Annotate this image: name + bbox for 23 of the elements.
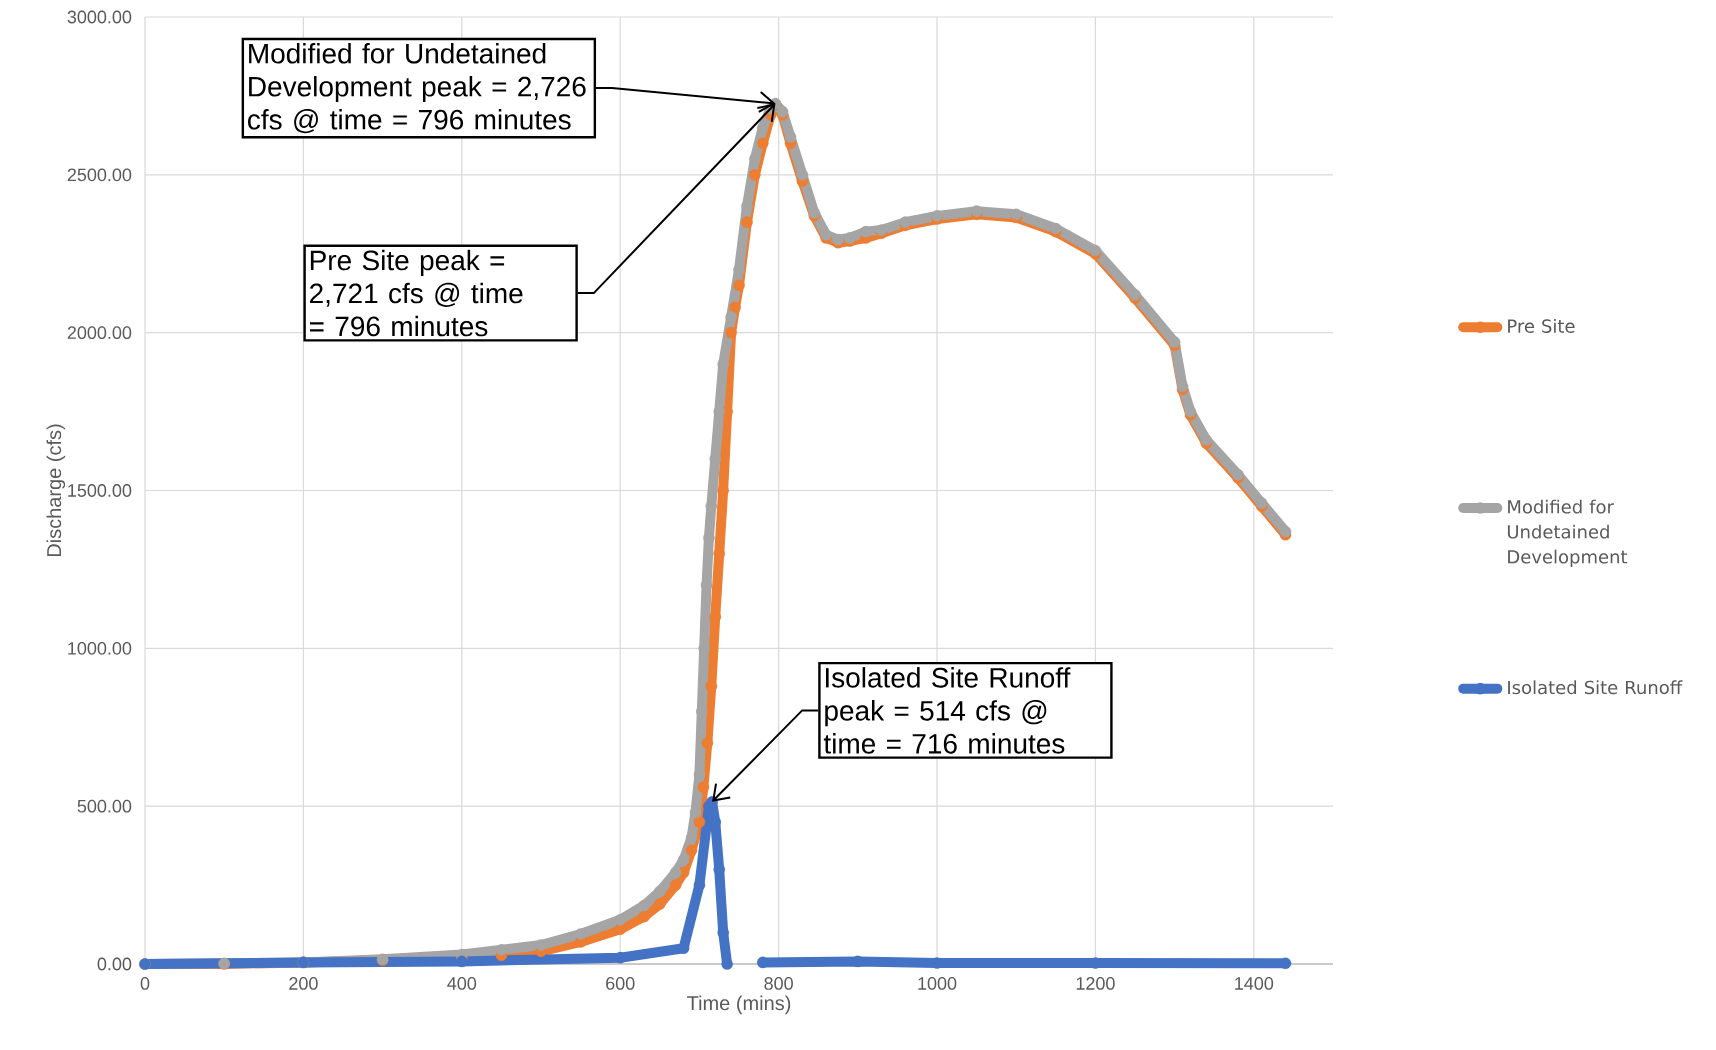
x-tick-label: 1400 bbox=[1235, 977, 1274, 990]
x-tick-label: 800 bbox=[764, 977, 793, 990]
x-tick-label: 200 bbox=[289, 977, 318, 990]
y-axis-title: Discharge (cfs) bbox=[46, 424, 66, 557]
y-tick-label: 500.00 bbox=[77, 799, 132, 813]
annotation: Modified for Undetained Development peak = 2,726 cfs @ time = 796 minutes bbox=[248, 43, 586, 134]
annotation: Isolated Site Runoff peak = 514 cfs @ time = 716 minutes bbox=[823, 667, 1071, 754]
y-tick-label: 2000.00 bbox=[67, 326, 132, 340]
annotation: Pre Site peak = 2,721 cfs @ time = 796 minutes bbox=[309, 249, 523, 337]
x-tick-label: 400 bbox=[447, 977, 477, 990]
x-tick-label: 0 bbox=[140, 977, 150, 990]
legend-label: Modified for Undetained Development bbox=[1507, 499, 1628, 568]
y-tick-label: 0.00 bbox=[97, 957, 132, 971]
x-tick-label: 1200 bbox=[1076, 977, 1115, 990]
y-tick-label: 3000.00 bbox=[67, 10, 132, 24]
x-tick-label: 1000 bbox=[918, 977, 957, 990]
y-tick-label: 1000.00 bbox=[68, 641, 132, 655]
y-tick-label: 2500.00 bbox=[67, 168, 132, 182]
legend-label: Isolated Site Runoff bbox=[1508, 680, 1683, 695]
x-tick-label: 600 bbox=[606, 977, 635, 990]
legend-label: Pre Site bbox=[1508, 318, 1575, 333]
x-axis-title: Time (mins) bbox=[687, 995, 791, 1015]
y-tick-label: 1500.00 bbox=[68, 484, 132, 497]
